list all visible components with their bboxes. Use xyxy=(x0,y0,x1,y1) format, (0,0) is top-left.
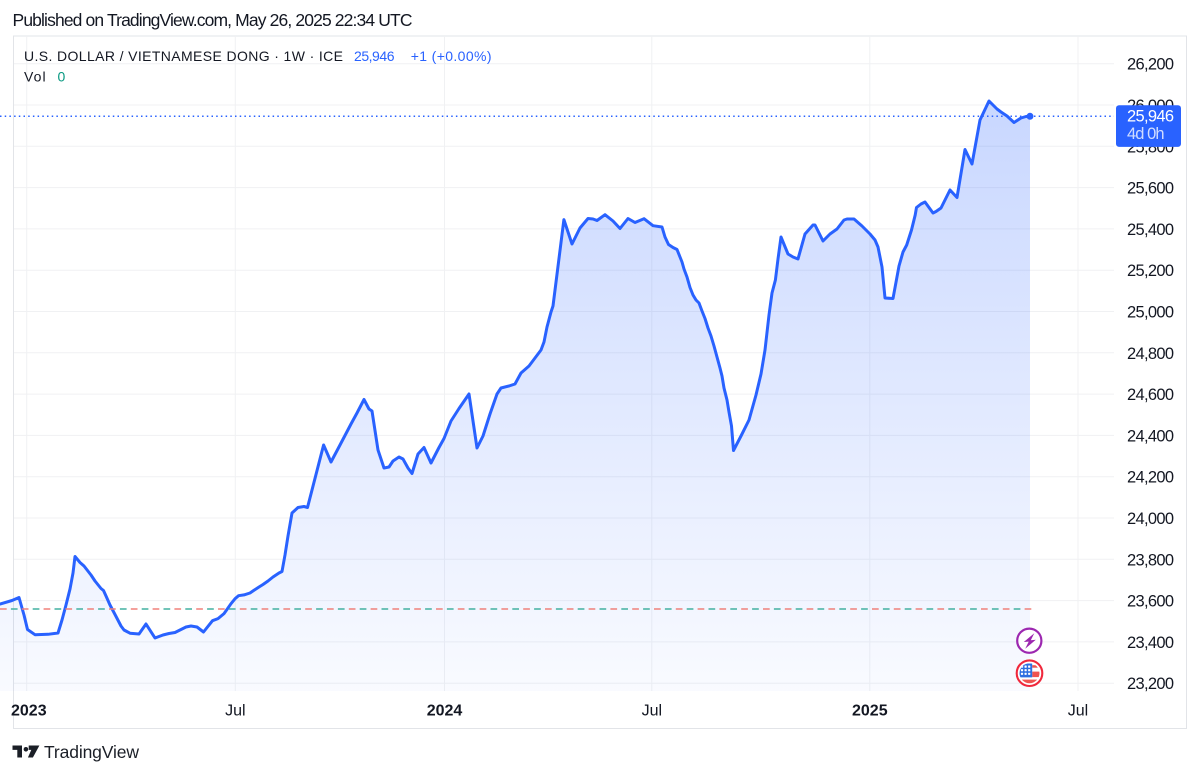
svg-text:2025: 2025 xyxy=(852,703,888,720)
svg-text:24,800: 24,800 xyxy=(1127,345,1174,363)
svg-text:Published on TradingView.com,: Published on TradingView.com, May 26, 20… xyxy=(13,10,413,30)
svg-text:TradingView: TradingView xyxy=(44,742,139,762)
svg-text:Jul: Jul xyxy=(225,703,245,720)
svg-text:23,200: 23,200 xyxy=(1127,675,1174,693)
svg-text:0: 0 xyxy=(58,69,66,85)
svg-text:25,946: 25,946 xyxy=(354,48,395,64)
svg-text:U.S. DOLLAR / VIETNAMESE DONG: U.S. DOLLAR / VIETNAMESE DONG · 1W · ICE xyxy=(24,48,343,64)
svg-text:Jul: Jul xyxy=(642,703,662,720)
svg-text:2023: 2023 xyxy=(11,703,47,720)
svg-text:25,000: 25,000 xyxy=(1127,304,1174,322)
svg-text:24,000: 24,000 xyxy=(1127,510,1174,528)
svg-text:24,400: 24,400 xyxy=(1127,427,1174,445)
svg-text:Jul: Jul xyxy=(1068,703,1088,720)
svg-text:25,600: 25,600 xyxy=(1127,180,1174,198)
svg-text:26,200: 26,200 xyxy=(1127,56,1174,74)
svg-text:24,600: 24,600 xyxy=(1127,386,1174,404)
svg-text:23,800: 23,800 xyxy=(1127,551,1174,569)
svg-text:Vol: Vol xyxy=(24,69,46,85)
svg-text:2024: 2024 xyxy=(427,703,463,720)
svg-text:24,200: 24,200 xyxy=(1127,469,1174,487)
svg-text:23,600: 23,600 xyxy=(1127,593,1174,611)
svg-text:4d 0h: 4d 0h xyxy=(1127,125,1165,143)
svg-text:25,400: 25,400 xyxy=(1127,221,1174,239)
svg-text:23,400: 23,400 xyxy=(1127,634,1174,652)
svg-text:25,946: 25,946 xyxy=(1127,108,1174,126)
svg-text:25,200: 25,200 xyxy=(1127,262,1174,280)
svg-text:+1 (+0.00%): +1 (+0.00%) xyxy=(411,48,492,64)
